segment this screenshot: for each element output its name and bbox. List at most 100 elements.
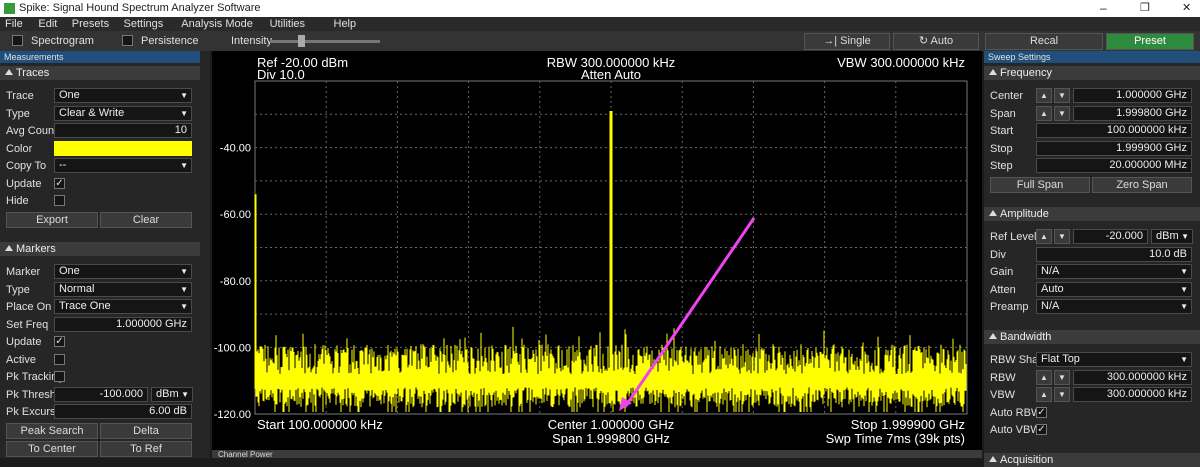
dropdown[interactable]: Normal ▼ (54, 281, 192, 297)
dropdown[interactable]: N/A ▼ (1036, 264, 1192, 279)
menu-item[interactable]: Analysis Mode (181, 18, 253, 30)
channel-power-bar (212, 450, 982, 458)
checkbox[interactable]: ✓ (1036, 424, 1047, 435)
button[interactable]: Export (6, 212, 98, 228)
panel-header: Sweep Settings (984, 51, 1200, 63)
menu-item[interactable]: File (5, 18, 23, 30)
checkbox[interactable]: ✓ (54, 336, 65, 347)
plot-label: Atten Auto (581, 67, 641, 82)
plot-label: Start 100.000000 kHz (257, 417, 383, 432)
auto-button[interactable]: ↻ Auto (893, 33, 979, 50)
field-label: Type (6, 283, 30, 296)
menu-item[interactable]: Settings (123, 18, 164, 30)
field-label: Auto VBW (990, 424, 1041, 436)
checkbox[interactable] (54, 353, 65, 365)
field-value: 20.000000 MHz (1109, 159, 1187, 171)
single-button[interactable]: →| Single (804, 33, 890, 50)
field-label: Marker (6, 266, 41, 278)
slider-thumb[interactable] (298, 35, 305, 47)
close[interactable]: ✕ (1182, 2, 1192, 14)
menu-item[interactable]: Presets (71, 18, 110, 30)
field-label: Copy To (6, 160, 47, 172)
dropdown[interactable]: N/A ▼ (1036, 299, 1192, 314)
maximize[interactable]: ❐ (1140, 2, 1150, 14)
button-label: Recal (1029, 35, 1059, 47)
button[interactable]: Peak Search (6, 423, 98, 439)
field-value: 300.000000 kHz (1106, 370, 1187, 383)
spin-button[interactable]: ▼ (1054, 387, 1070, 402)
button[interactable]: To Ref (100, 441, 192, 457)
spin-button[interactable]: ▼ (1054, 105, 1070, 121)
spin-button[interactable]: ▲ (1036, 105, 1052, 121)
checkbox[interactable] (12, 35, 23, 46)
menu-item[interactable]: Utilities (269, 18, 306, 30)
dropdown[interactable]: One ▼ (54, 88, 192, 103)
dropdown[interactable]: Trace One ▼ (54, 299, 192, 314)
spin-button[interactable]: ▲ (1036, 369, 1052, 385)
menu-item[interactable]: Edit (38, 18, 58, 30)
collapse-icon (989, 456, 997, 462)
input-field[interactable]: 300.000000 kHz (1073, 369, 1192, 385)
unit-dropdown[interactable]: dBm ▼ (1151, 229, 1193, 244)
field-label: Pk Excurs. (6, 406, 59, 418)
input-field[interactable]: 10.0 dB (1036, 246, 1192, 262)
button[interactable]: To Center (6, 441, 98, 457)
input-field[interactable]: 1.000000 GHz (1073, 88, 1192, 103)
input-field[interactable]: 300.000000 kHz (1073, 387, 1192, 402)
field-label: Div (990, 248, 1006, 261)
spin-button[interactable]: ▲ (1036, 387, 1052, 402)
field-value: dBm (1156, 230, 1179, 242)
dropdown[interactable]: Auto ▼ (1036, 281, 1192, 297)
field-value: -100.000 (99, 387, 143, 400)
toolbar: Spectrogram Persistence Intensity →| Sin… (0, 31, 1200, 51)
field-value: Trace One (59, 300, 111, 312)
checkbox[interactable]: ✓ (1036, 406, 1047, 418)
recal-button[interactable]: Recal (985, 33, 1103, 50)
field-label: Update (6, 177, 42, 190)
dropdown[interactable]: One ▼ (54, 264, 192, 279)
collapse-icon (5, 69, 13, 75)
field-value: -20.000 (1105, 230, 1143, 242)
field-label: RBW (990, 371, 1016, 384)
input-field[interactable]: -20.000 (1073, 229, 1148, 244)
spin-button[interactable]: ▲ (1036, 229, 1052, 244)
field-label: Atten (990, 283, 1016, 296)
button[interactable]: Zero Span (1092, 177, 1192, 193)
button[interactable]: Clear (100, 212, 192, 228)
spin-button[interactable]: ▼ (1054, 229, 1070, 244)
checkbox[interactable] (54, 195, 65, 206)
minimize[interactable]: – (1100, 1, 1107, 15)
menu-item[interactable]: Help (333, 18, 357, 30)
button[interactable]: Full Span (990, 177, 1090, 193)
input-field[interactable]: 1.000000 GHz (54, 316, 192, 332)
field-label: Span (990, 107, 1016, 120)
unit-dropdown[interactable]: dBm ▼ (151, 386, 193, 402)
dropdown-arrow: ▼ (1180, 267, 1188, 276)
sweep-settings-panel: Sweep Settings Frequency Center ▲ ▼ 1.000000 … (984, 51, 1200, 467)
input-field[interactable]: -100.000 (54, 386, 148, 402)
spectrum-trace (254, 111, 967, 412)
spin-button[interactable]: ▼ (1054, 369, 1070, 385)
spin-button[interactable]: ▼ (1054, 88, 1070, 103)
dropdown[interactable]: Flat Top ▼ (1036, 352, 1192, 367)
checkbox[interactable] (54, 371, 65, 382)
input-field[interactable]: 100.000000 kHz (1036, 123, 1192, 138)
field-label: Set Freq (6, 318, 49, 331)
checkbox[interactable] (122, 35, 133, 46)
plot-label: VBW 300.000000 kHz (837, 55, 965, 70)
app-icon (4, 3, 15, 14)
input-field[interactable]: 10 (54, 123, 192, 138)
preset-button[interactable]: Preset (1106, 33, 1194, 50)
input-field[interactable]: 1.999800 GHz (1073, 105, 1192, 121)
input-field[interactable]: 6.00 dB (54, 404, 192, 419)
color-swatch[interactable] (54, 140, 192, 156)
dropdown[interactable]: Clear & Write ▼ (54, 105, 192, 121)
field-value: 1.000000 GHz (1116, 89, 1187, 101)
input-field[interactable]: 1.999900 GHz (1036, 140, 1192, 156)
dropdown[interactable]: -- ▼ (54, 158, 192, 173)
spin-button[interactable]: ▲ (1036, 88, 1052, 103)
input-field[interactable]: 20.000000 MHz (1036, 158, 1192, 173)
checkbox[interactable]: ✓ (54, 177, 65, 189)
button[interactable]: Delta (100, 423, 192, 439)
